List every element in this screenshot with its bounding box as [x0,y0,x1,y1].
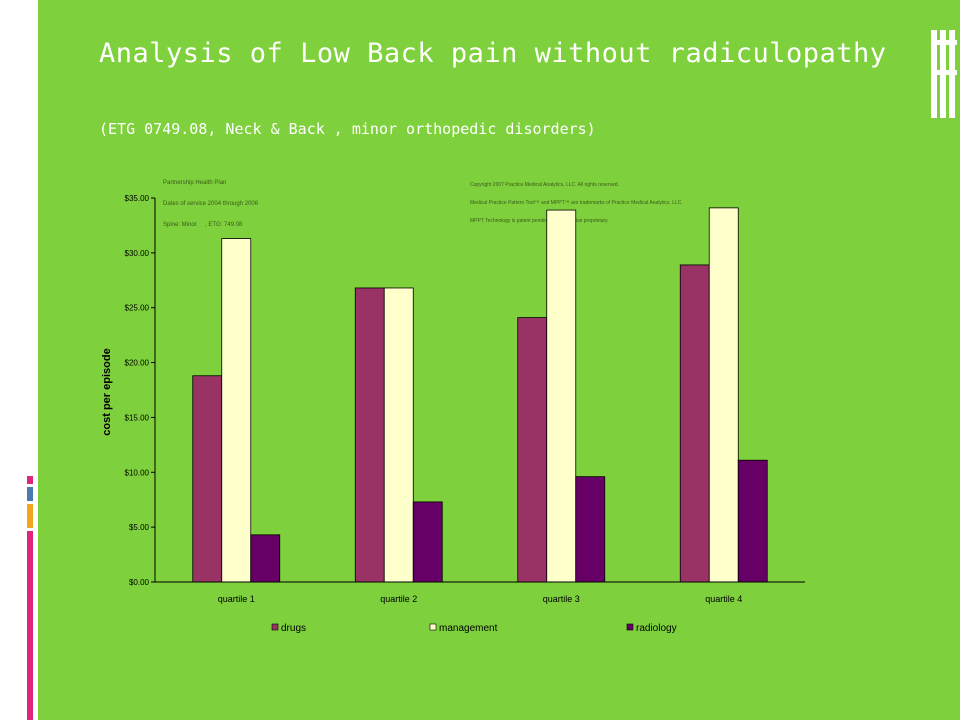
page-subtitle: (ETG 0749.08, Neck & Back , minor orthop… [99,120,596,138]
x-axis-labels: quartile 1 quartile 2 quartile 3 quartile 4 [218,594,743,604]
accent-pink-top [27,476,33,484]
plan-note: Partnership Health Plan Dates of service… [163,166,258,236]
legend-label-drugs: drugs [281,623,306,634]
bar-management [221,238,252,583]
page-title: Analysis of Low Back pain without radicu… [99,38,887,69]
legend-swatch-management [429,623,437,631]
bar-drugs [679,264,710,583]
y-axis-ticks: $0.00 $5.00 $10.00 $15.00 $20.00 $25.00 $30.00… [125,194,155,587]
bar-drugs [354,287,385,583]
copyright-line: Medical Practice Pattern Tool™ and MPPT™… [470,200,683,206]
y-tick-label: $5.00 [129,523,150,532]
bar-radiology [575,476,606,583]
y-tick-label: $20.00 [125,359,150,368]
y-tick-label: $15.00 [125,413,150,422]
legend-swatch-radiology [626,623,634,631]
y-tick-label: $25.00 [125,304,150,313]
x-tick-label: quartile 3 [543,594,580,604]
x-tick-label: quartile 1 [218,594,255,604]
legend-label-management: management [439,623,498,634]
bar-drugs [517,317,548,583]
y-tick-label: $0.00 [129,578,150,587]
plan-note-line: Dates of service 2004 through 2006 [163,201,259,207]
bar-radiology [250,534,281,583]
bar-radiology [412,501,443,583]
bar-drugs [192,375,223,583]
bars [192,207,768,583]
plan-note-line: Partnership Health Plan [163,180,227,186]
legend-swatch-drugs [271,623,279,631]
y-axis-label: cost per episode [101,348,113,435]
bar-management [708,207,739,583]
x-tick-label: quartile 2 [380,594,417,604]
decorative-grid-icon [931,30,957,118]
y-tick-label: $35.00 [125,194,150,203]
accent-pink-long [27,531,33,720]
slide-background [38,0,960,720]
bar-management [546,209,577,583]
y-tick-label: $30.00 [125,249,150,258]
accent-blue [27,487,33,501]
bar-radiology [737,459,768,583]
legend-label-radiology: radiology [636,623,677,634]
left-decoration [0,0,38,720]
x-tick-label: quartile 4 [705,594,742,604]
y-tick-label: $10.00 [125,468,150,477]
bar-management [383,287,414,583]
accent-orange [27,504,33,528]
legend: drugs management radiology [271,623,677,634]
plan-note-line: Spine: Minor , ETG: 749.08 [163,222,243,228]
copyright-line: Copyright 2007 Practice Medical Analytic… [470,182,619,188]
copyright-note: Copyright 2007 Practice Medical Analytic… [470,170,683,230]
